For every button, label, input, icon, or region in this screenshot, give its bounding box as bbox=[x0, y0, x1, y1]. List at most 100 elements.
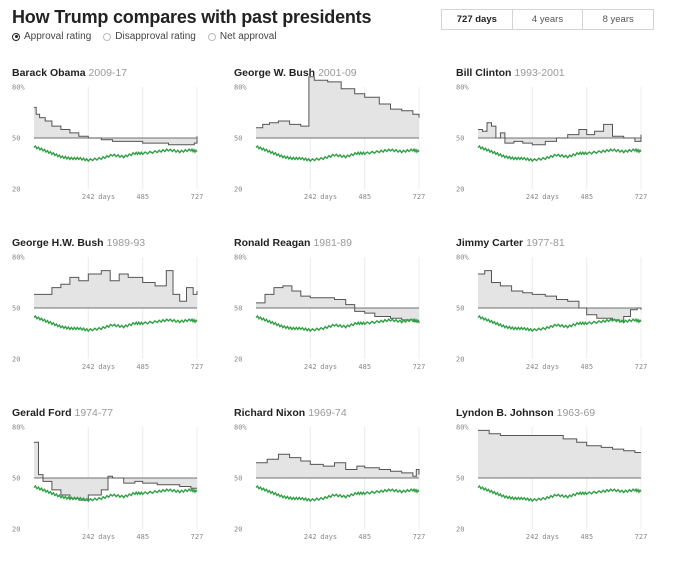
page-title: How Trump compares with past presidents bbox=[12, 7, 372, 27]
x-unit-label: days bbox=[98, 533, 115, 541]
disapproval-radio[interactable]: Disapproval rating bbox=[103, 31, 196, 42]
x-tick-label: 727 bbox=[413, 363, 426, 371]
x-unit-label: days bbox=[542, 533, 559, 541]
approval-gap-area bbox=[34, 442, 197, 501]
y-tick-label: 20 bbox=[12, 186, 20, 194]
president-approval-line bbox=[478, 270, 642, 323]
approval-chart: 80% 50 20 242 days 485 727 bbox=[12, 254, 203, 372]
term-years: 1981-89 bbox=[313, 237, 352, 249]
x-tick-label: 242 bbox=[304, 193, 317, 201]
y-tick-label: 50 bbox=[12, 135, 20, 143]
x-tick-label: 242 bbox=[82, 363, 95, 371]
president-name: Barack Obama bbox=[12, 67, 86, 79]
trump-approval-line bbox=[255, 484, 420, 503]
term-years: 2001-09 bbox=[318, 67, 357, 79]
president-name: George H.W. Bush bbox=[12, 237, 104, 249]
x-tick-label: 485 bbox=[358, 193, 371, 201]
trump-approval-line bbox=[33, 484, 198, 503]
y-tick-label: 20 bbox=[234, 526, 242, 534]
tab-8-years[interactable]: 8 years bbox=[582, 10, 653, 29]
y-tick-label: 50 bbox=[234, 135, 242, 143]
president-approval-line bbox=[478, 429, 641, 453]
president-approval-line bbox=[256, 76, 420, 129]
y-tick-label: 80% bbox=[456, 254, 469, 262]
x-tick-label: 485 bbox=[580, 193, 593, 201]
approval-chart: 80% 50 20 242 days 485 727 bbox=[234, 424, 425, 542]
y-tick-label: 50 bbox=[456, 135, 464, 143]
panel-title: George H.W. Bush 1989-93 bbox=[12, 237, 145, 249]
x-tick-label: 242 bbox=[82, 533, 95, 541]
y-tick-label: 20 bbox=[456, 356, 464, 364]
president-name: Jimmy Carter bbox=[456, 237, 524, 249]
y-tick-label: 20 bbox=[12, 356, 20, 364]
approval-gap-area bbox=[478, 122, 641, 145]
president-approval-line bbox=[34, 270, 198, 302]
net-approval-radio[interactable]: Net approval bbox=[207, 31, 277, 42]
approval-gap-area bbox=[256, 285, 419, 324]
x-tick-label: 485 bbox=[136, 363, 149, 371]
x-tick-label: 242 bbox=[526, 363, 539, 371]
tab-727-days[interactable]: 727 days bbox=[456, 14, 497, 25]
timespan-tabs: 727 days 4 years 8 years bbox=[441, 9, 654, 30]
x-tick-label: 727 bbox=[635, 193, 648, 201]
term-years: 1963-69 bbox=[556, 407, 596, 419]
panel-jimmy-carter: Jimmy Carter 1977-81 80% 50 20 242 days 485 727 bbox=[456, 237, 666, 397]
president-name: Bill Clinton bbox=[456, 67, 512, 79]
panel-title: Richard Nixon 1969-74 bbox=[234, 407, 347, 419]
panel-title: Jimmy Carter 1977-81 bbox=[456, 237, 565, 249]
trump-approval-line bbox=[255, 314, 420, 333]
x-tick-label: 727 bbox=[635, 363, 648, 371]
term-years: 1974-77 bbox=[74, 407, 114, 419]
president-name: Richard Nixon bbox=[234, 407, 306, 419]
y-tick-label: 20 bbox=[234, 356, 242, 364]
panel-title: George W. Bush 2001-09 bbox=[234, 67, 357, 79]
x-tick-label: 727 bbox=[191, 193, 204, 201]
panel-ronald-reagan: Ronald Reagan 1981-89 80% 50 20 242 days 485 72… bbox=[234, 237, 444, 397]
y-tick-label: 50 bbox=[12, 305, 20, 313]
panel-george-hw-bush: George H.W. Bush 1989-93 80% 50 20 242 days 48… bbox=[12, 237, 222, 397]
trump-approval-line bbox=[477, 484, 642, 503]
x-tick-label: 242 bbox=[304, 363, 317, 371]
x-tick-label: 485 bbox=[136, 533, 149, 541]
x-unit-label: days bbox=[542, 193, 559, 201]
approval-chart: 80% 50 20 242 days 485 727 bbox=[12, 84, 203, 202]
y-tick-label: 80% bbox=[12, 254, 25, 262]
radio-unselected-icon bbox=[103, 32, 112, 41]
trump-approval-line bbox=[477, 314, 642, 333]
x-tick-label: 727 bbox=[413, 533, 426, 541]
president-approval-line bbox=[256, 453, 420, 477]
panel-bill-clinton: Bill Clinton 1993-2001 80% 50 20 242 days 485 7… bbox=[456, 67, 666, 227]
y-tick-label: 80% bbox=[234, 84, 247, 92]
approval-chart: 80% 50 20 242 days 485 727 bbox=[456, 84, 647, 202]
x-unit-label: days bbox=[98, 363, 115, 371]
approval-gap-area bbox=[34, 107, 197, 145]
y-tick-label: 80% bbox=[234, 424, 247, 432]
approval-radio-label: Approval rating bbox=[24, 31, 92, 42]
approval-chart: 80% 50 20 242 days 485 727 bbox=[456, 254, 647, 372]
approval-chart: 80% 50 20 242 days 485 727 bbox=[456, 424, 647, 542]
x-tick-label: 485 bbox=[580, 363, 593, 371]
x-unit-label: days bbox=[98, 193, 115, 201]
x-tick-label: 727 bbox=[413, 193, 426, 201]
tab-4-years[interactable]: 4 years bbox=[511, 10, 583, 29]
president-name: Lyndon B. Johnson bbox=[456, 407, 554, 419]
y-tick-label: 20 bbox=[456, 186, 464, 194]
y-tick-label: 20 bbox=[12, 526, 20, 534]
president-approval-line bbox=[478, 122, 642, 146]
panel-title: Ronald Reagan 1981-89 bbox=[234, 237, 352, 249]
panel-title: Barack Obama 2009-17 bbox=[12, 67, 127, 79]
approval-chart: 80% 50 20 242 days 485 727 bbox=[234, 76, 425, 201]
x-tick-label: 485 bbox=[358, 363, 371, 371]
panel-title: Lyndon B. Johnson 1963-69 bbox=[456, 407, 595, 419]
y-tick-label: 20 bbox=[234, 186, 242, 194]
panel-richard-nixon: Richard Nixon 1969-74 80% 50 20 242 days 485 72… bbox=[234, 407, 444, 567]
x-tick-label: 242 bbox=[304, 533, 317, 541]
x-tick-label: 485 bbox=[358, 533, 371, 541]
panel-title: Bill Clinton 1993-2001 bbox=[456, 67, 565, 79]
trump-approval-line bbox=[477, 144, 642, 163]
x-tick-label: 727 bbox=[191, 363, 204, 371]
approval-radio[interactable]: Approval rating bbox=[12, 31, 91, 42]
x-tick-label: 485 bbox=[580, 533, 593, 541]
term-years: 1989-93 bbox=[106, 237, 146, 249]
y-tick-label: 50 bbox=[12, 475, 20, 483]
